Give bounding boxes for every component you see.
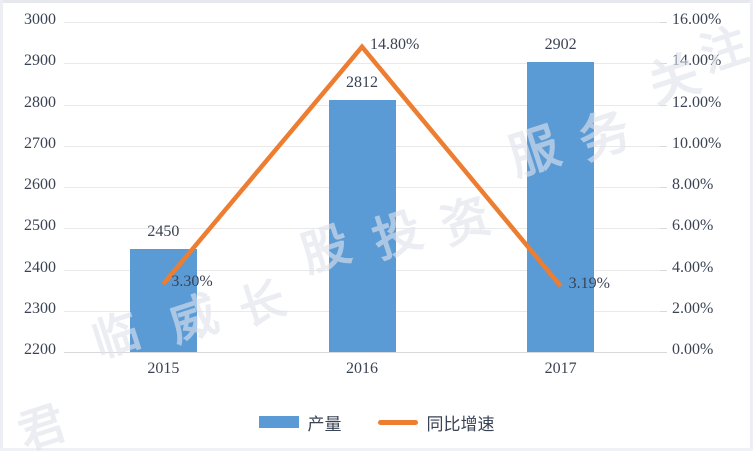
x-axis-tick-label: 2016 (346, 360, 378, 377)
y-axis-right-tick-mark (660, 63, 667, 65)
y-axis-right-tick-label: 16.00% (672, 11, 722, 28)
line-path[interactable] (161, 43, 563, 288)
line-data-label: 3.30% (171, 272, 213, 290)
y-axis-right-tick-mark (660, 228, 667, 230)
bar[interactable] (328, 99, 396, 352)
y-axis-right-tick-mark (660, 22, 667, 23)
y-axis-left-tick-label: 2600 (24, 176, 56, 193)
y-axis-left-tick-label: 2400 (24, 258, 56, 276)
y-axis-right-tick-label: 0.00% (672, 341, 714, 358)
legend-label: 同比增速 (426, 414, 495, 435)
y-axis-right-tick-label: 4.00% (672, 258, 714, 276)
y-axis-right-tick-mark (660, 310, 667, 312)
y-axis-left-tick-label: 2800 (24, 93, 56, 111)
legend-item[interactable]: 同比增速 (377, 410, 495, 435)
border-right (750, 0, 753, 451)
border-bottom (0, 448, 753, 451)
border-top (0, 0, 753, 3)
y-axis-left-tick-label: 2500 (24, 217, 56, 235)
border-left (0, 0, 3, 451)
y-axis-left: 2200 2300 2400 2500 2600 2700 2800 2900 3000 (0, 11, 56, 358)
plot-area: 3.30% 14.80% 3.19% 2450 2812 2902 (64, 22, 660, 353)
gridline (64, 22, 660, 23)
bar-data-label: 2902 (544, 36, 577, 54)
y-axis-right-tick-mark (660, 104, 667, 106)
y-axis-right-tick-mark (660, 187, 667, 188)
bar-data-label: 2450 (147, 222, 180, 240)
y-axis-left-tick-label: 3000 (24, 11, 56, 28)
y-axis-left-tick-label: 2300 (24, 299, 56, 317)
legend-item[interactable]: 产量 (258, 410, 342, 435)
line-series (161, 43, 563, 288)
y-axis-right-tick-label: 6.00% (672, 217, 714, 235)
y-axis-right-tick-label: 8.00% (672, 176, 714, 193)
legend-bar-swatch-icon (258, 416, 299, 428)
legend-label: 产量 (307, 414, 342, 435)
line-data-label: 3.19% (568, 275, 610, 293)
bar[interactable] (527, 62, 595, 352)
y-axis-left-tick-label: 2900 (24, 52, 56, 70)
line-data-label: 14.80% (370, 35, 420, 53)
y-axis-right-tick-mark (660, 145, 667, 147)
y-axis-right-tick-mark (660, 269, 667, 271)
y-axis-right: 0.00% 2.00% 4.00% 6.00% 8.00% 10.00% 12.00% 14.… (660, 11, 752, 358)
x-axis-categories: 2015 2016 2017 (64, 360, 660, 386)
chart-legend: 产量 同比增速 (0, 408, 753, 436)
bar-data-label: 2812 (346, 73, 378, 91)
bar[interactable] (129, 248, 197, 352)
gridline (64, 63, 660, 65)
x-axis-tick-label: 2015 (147, 360, 180, 377)
y-axis-left-tick-label: 2700 (24, 134, 56, 152)
y-axis-right-tick-label: 10.00% (672, 134, 722, 152)
x-axis-tick-label: 2017 (544, 360, 577, 377)
y-axis-right-tick-label: 2.00% (672, 299, 714, 317)
y-axis-right-tick-label: 12.00% (672, 93, 722, 111)
gridline (64, 352, 660, 353)
y-axis-right-tick-label: 14.00% (672, 52, 722, 70)
y-axis-right-tick-mark (660, 352, 667, 353)
legend-line-swatch-icon (377, 419, 418, 425)
y-axis-left-tick-label: 2200 (24, 341, 56, 358)
